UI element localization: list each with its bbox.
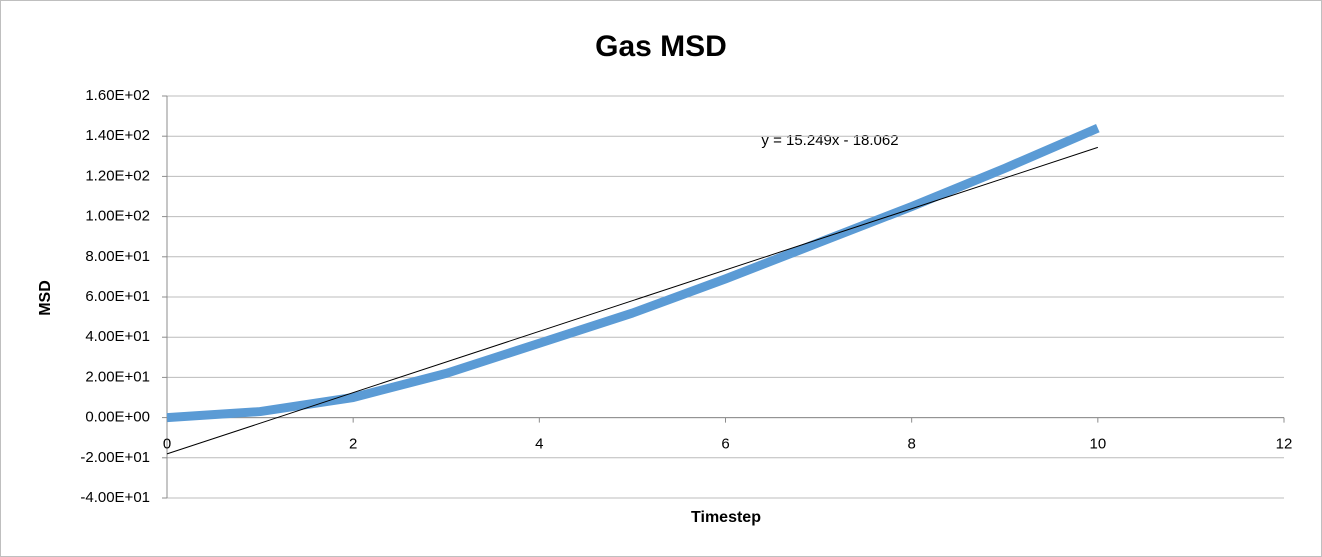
y-tick-label: -2.00E+01	[80, 449, 150, 466]
x-tick-label: 6	[721, 436, 729, 453]
y-tick-label: -4.00E+01	[80, 489, 150, 506]
x-tick-label: 2	[349, 436, 357, 453]
y-tick-label: 2.00E+01	[85, 368, 150, 385]
data-line	[166, 124, 1100, 423]
chart-title: Gas MSD	[595, 30, 727, 63]
y-tick-label: 1.60E+02	[85, 87, 150, 104]
x-tick-label: 10	[1089, 436, 1106, 453]
y-tick-label: 8.00E+01	[85, 248, 150, 265]
x-tick-label: 4	[535, 436, 543, 453]
y-tick-label: 4.00E+01	[85, 328, 150, 345]
y-tick-label: 1.00E+02	[85, 208, 150, 225]
y-tick-label: 1.20E+02	[85, 167, 150, 184]
trendline	[166, 146, 1098, 455]
y-axis-label: MSD	[37, 280, 54, 316]
trendline-equation: y = 15.249x - 18.062	[761, 132, 898, 149]
x-tick-label: 12	[1276, 436, 1293, 453]
y-tick-label: 6.00E+01	[85, 288, 150, 305]
x-tick-label: 8	[907, 436, 915, 453]
y-tick-label: 0.00E+00	[85, 409, 150, 426]
y-tick-label: 1.40E+02	[85, 127, 150, 144]
x-tick-label: 0	[163, 436, 171, 453]
x-axis-label: Timestep	[691, 509, 761, 526]
